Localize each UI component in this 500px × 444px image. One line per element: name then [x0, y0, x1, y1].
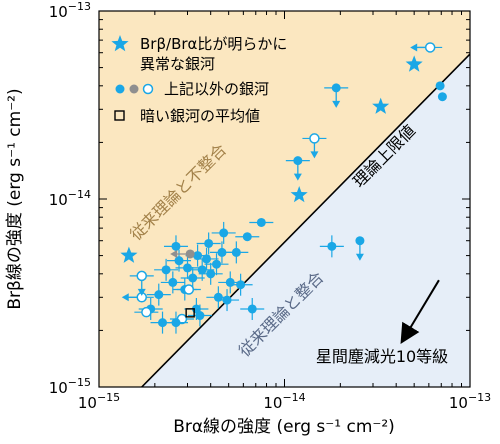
galaxy-point — [236, 280, 246, 290]
legend-square-icon — [114, 110, 125, 121]
galaxy-point-open — [141, 306, 152, 318]
galaxy-point-open — [136, 270, 147, 282]
galaxy-point — [222, 295, 232, 305]
faint-galaxy-mean-square — [185, 308, 195, 318]
galaxy-point — [331, 83, 341, 93]
galaxy-point — [195, 311, 205, 321]
legend-label-star: Brβ/Brα比が明らかに — [140, 35, 287, 53]
x-tick-label: 10−14 — [263, 391, 305, 412]
galaxy-point — [231, 247, 241, 257]
y-tick-label: 10−14 — [49, 188, 91, 209]
galaxy-point — [158, 318, 168, 328]
galaxy-point — [183, 263, 193, 273]
extinction-arrow-label: 星間塵減光10等級 — [316, 347, 448, 366]
galaxy-point — [188, 273, 198, 283]
upper-limit-arrow-head — [410, 43, 418, 52]
upper-limit-arrow-head — [170, 249, 178, 258]
legend-star-icon — [111, 35, 129, 52]
x-tick-label: 10−15 — [78, 391, 120, 412]
galaxy-point — [327, 241, 337, 251]
galaxy-point — [217, 247, 227, 257]
data-points — [120, 42, 447, 334]
galaxy-point — [171, 318, 181, 328]
galaxy-point — [204, 238, 214, 248]
legend-label-dots: 上記以外の銀河 — [164, 80, 269, 98]
y-tick-label: 10−15 — [49, 376, 91, 397]
galaxy-point-open — [309, 133, 320, 144]
upper-limit-arrow-head — [355, 253, 364, 261]
galaxy-point — [168, 277, 178, 287]
legend-dot-blue — [115, 84, 125, 94]
legend-label-square: 暗い銀河の平均値 — [140, 107, 260, 125]
axes: 10−15 10−14 10−13 10−15 10−14 10−13 — [49, 0, 491, 412]
galaxy-point — [197, 265, 207, 275]
legend-dot-open — [142, 83, 154, 95]
galaxy-point — [212, 259, 222, 269]
upper-limit-arrow-head — [332, 100, 341, 108]
y-tick-label: 10−13 — [49, 0, 91, 21]
upper-limit-arrow-head — [293, 173, 302, 181]
galaxy-point — [206, 269, 216, 279]
anomalous-galaxy-star — [405, 55, 423, 72]
galaxy-point — [154, 290, 164, 300]
galaxy-point — [193, 251, 203, 261]
galaxy-point-open — [424, 42, 436, 53]
galaxy-point — [225, 277, 235, 287]
galaxy-point — [219, 228, 229, 238]
galaxy-point — [174, 256, 184, 266]
galaxy-point — [247, 304, 257, 314]
anomalous-galaxy-star — [290, 186, 308, 203]
anomalous-galaxy-star — [372, 97, 390, 114]
extinction-arrow — [400, 279, 440, 345]
galaxy-point — [435, 81, 445, 91]
galaxy-point — [202, 254, 212, 264]
galaxy-point — [256, 217, 266, 227]
upper-limit-arrow-head — [310, 151, 319, 159]
limit-line-group — [141, 53, 471, 388]
galaxy-point — [171, 241, 181, 251]
galaxy-point-gray — [185, 249, 195, 259]
anomalous-galaxy-star — [120, 246, 138, 263]
legend-dot-gray — [129, 84, 139, 94]
galaxy-point — [355, 236, 365, 246]
galaxy-point — [293, 156, 303, 166]
galaxy-point — [242, 232, 252, 242]
x-axis-label: Brα線の強度 (erg s⁻¹ cm⁻²) — [173, 417, 395, 437]
galaxy-point — [437, 92, 447, 102]
galaxy-point-open — [183, 284, 195, 295]
legend-label-star-line2: 異常な銀河 — [140, 55, 215, 73]
upper-limit-arrow-head — [137, 288, 146, 296]
theory-limit-line — [141, 53, 471, 388]
galaxy-point — [161, 265, 171, 275]
y-axis-label: Brβ線の強度 (erg s⁻¹ cm⁻²) — [5, 88, 25, 309]
x-tick-label: 10−13 — [449, 391, 491, 412]
upper-limit-arrow-head — [121, 293, 129, 302]
